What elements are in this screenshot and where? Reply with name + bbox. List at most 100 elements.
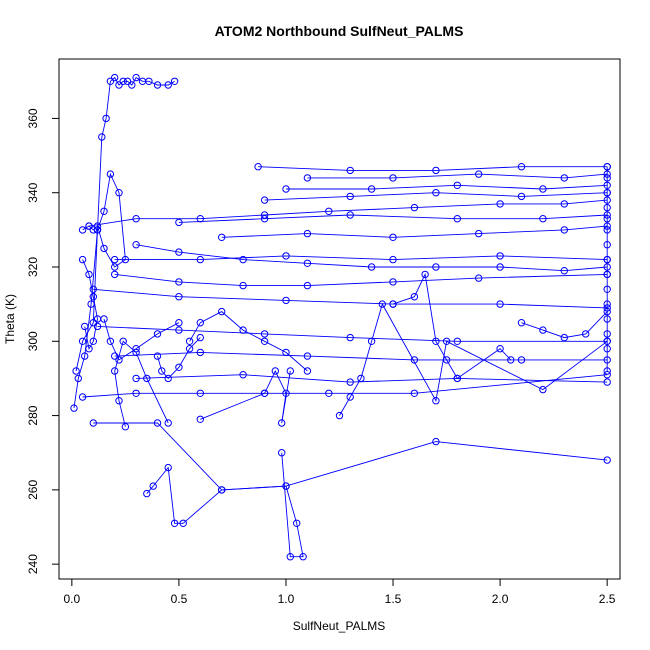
- data-point: [603, 215, 611, 223]
- data-point: [218, 486, 226, 494]
- data-point: [560, 174, 568, 182]
- series-26: [100, 315, 183, 364]
- data-point: [346, 166, 354, 175]
- data-point: [175, 293, 183, 301]
- data-point: [153, 352, 162, 360]
- data-point: [335, 411, 344, 420]
- data-point: [560, 200, 568, 208]
- series-15: [111, 337, 172, 431]
- series-line: [392, 272, 512, 380]
- data-point: [539, 185, 547, 193]
- data-point: [286, 553, 294, 561]
- data-point: [389, 174, 397, 182]
- series-line: [307, 173, 608, 179]
- data-point: [260, 211, 269, 219]
- data-point: [145, 77, 153, 86]
- data-point: [432, 437, 440, 446]
- data-point: [475, 170, 483, 178]
- series-2: [70, 170, 130, 412]
- data-point: [85, 345, 93, 353]
- data-point: [603, 330, 611, 338]
- series-line: [82, 259, 98, 350]
- data-point: [560, 226, 568, 234]
- data-point: [196, 389, 205, 397]
- data-point: [175, 218, 183, 227]
- data-point: [128, 81, 136, 89]
- data-point: [389, 233, 397, 242]
- series-line: [258, 166, 608, 171]
- data-point: [432, 189, 440, 197]
- data-point: [496, 263, 504, 271]
- series-3: [85, 196, 611, 230]
- series-21: [218, 222, 611, 242]
- data-point: [539, 385, 547, 394]
- data-point: [164, 81, 172, 89]
- data-point: [367, 263, 376, 271]
- data-point: [303, 174, 312, 182]
- data-point: [603, 189, 611, 197]
- data-point: [539, 215, 547, 223]
- data-point: [132, 215, 140, 223]
- data-point: [119, 77, 127, 86]
- data-point: [378, 300, 386, 308]
- data-point: [282, 389, 290, 397]
- data-point: [346, 211, 354, 219]
- data-point: [111, 263, 119, 271]
- data-point: [410, 293, 419, 301]
- series-line: [114, 255, 608, 261]
- data-point: [303, 281, 312, 290]
- data-point: [143, 374, 151, 383]
- data-point: [475, 274, 483, 282]
- series-29: [153, 333, 205, 383]
- data-point: [282, 296, 290, 305]
- data-point: [72, 367, 80, 375]
- data-point: [179, 519, 187, 527]
- data-point: [89, 337, 98, 345]
- chart-title: ATOM2 Northbound SulfNeut_PALMS: [215, 23, 464, 39]
- data-point: [260, 196, 269, 204]
- data-point: [303, 367, 312, 375]
- data-point: [175, 248, 183, 256]
- series-14: [196, 367, 294, 427]
- series-line: [114, 340, 169, 427]
- data-point: [453, 181, 461, 190]
- data-point: [218, 307, 226, 316]
- series-line: [75, 76, 175, 372]
- data-point: [175, 326, 183, 334]
- data-point: [325, 207, 333, 216]
- series-line: [146, 452, 304, 558]
- data-point: [475, 229, 483, 238]
- data-point: [432, 166, 440, 175]
- data-point: [106, 337, 115, 345]
- data-point: [453, 374, 461, 383]
- data-point: [89, 293, 98, 301]
- data-point: [453, 337, 461, 345]
- data-point: [119, 337, 127, 345]
- data-point: [185, 337, 194, 345]
- series-line: [114, 351, 608, 361]
- data-point: [389, 300, 397, 308]
- data-point: [132, 374, 140, 383]
- data-point: [196, 255, 205, 264]
- data-point: [282, 252, 290, 260]
- data-point: [560, 333, 568, 342]
- series-line: [93, 288, 608, 309]
- x-axis: 0.0 0.5 1.0 1.5 2.0 2.5: [64, 578, 616, 606]
- y-axis: 240 260 280 300 320 340 360: [26, 108, 60, 574]
- series-17: [132, 241, 611, 275]
- data-point: [158, 367, 166, 375]
- data-point: [603, 307, 611, 316]
- data-point: [196, 319, 205, 327]
- series-line: [136, 244, 608, 272]
- data-point: [111, 352, 119, 360]
- data-point: [496, 252, 504, 260]
- series-line: [93, 422, 608, 491]
- series-12: [89, 419, 611, 494]
- y-axis-label: Theta (K): [3, 294, 17, 344]
- series-7: [89, 285, 611, 312]
- series-line: [521, 311, 608, 339]
- x-tick-label: 0.5: [171, 592, 188, 606]
- data-point: [132, 241, 140, 249]
- data-point: [164, 419, 172, 427]
